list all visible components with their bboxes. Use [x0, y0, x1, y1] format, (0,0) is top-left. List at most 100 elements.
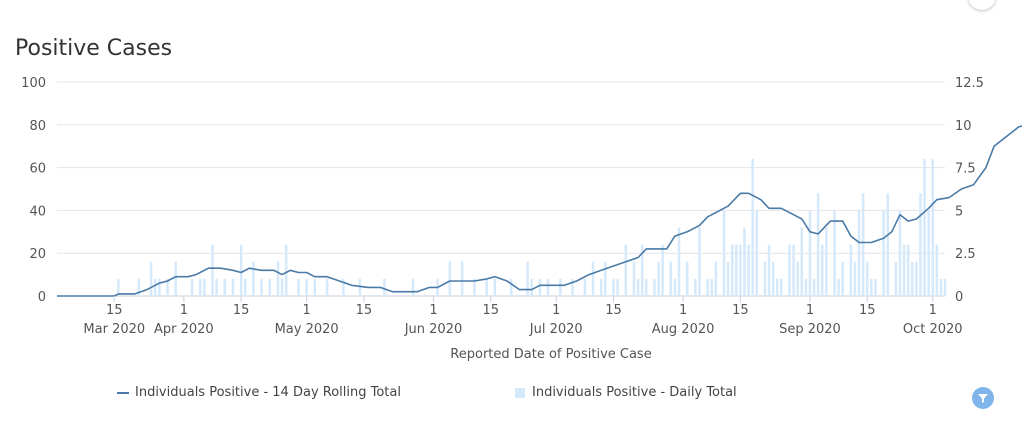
daily-total-bar	[313, 278, 317, 296]
menu-button[interactable]	[968, 0, 996, 10]
x-tick-label: 15	[356, 303, 373, 318]
legend-label-rolling-total: Individuals Positive - 14 Day Rolling To…	[135, 385, 401, 400]
daily-total-bar	[677, 227, 681, 296]
x-tick-label: 1	[552, 303, 560, 318]
daily-total-bar	[297, 278, 300, 296]
x-axis-title: Reported Date of Positive Case	[450, 347, 651, 362]
daily-total-bar	[211, 244, 214, 296]
daily-total-bar	[722, 210, 726, 296]
daily-total-bar	[149, 261, 153, 296]
y-tick-right: 2.5	[955, 247, 976, 262]
daily-total-bar	[792, 244, 795, 296]
daily-total-bar	[460, 261, 464, 296]
daily-total-bar	[870, 278, 873, 296]
daily-total-bar	[808, 210, 812, 296]
daily-total-bar	[448, 261, 452, 296]
daily-total-bar	[923, 159, 926, 296]
rolling-total-line	[57, 125, 1022, 297]
y-tick-right: 12.5	[955, 76, 984, 91]
daily-total-bar	[260, 278, 263, 296]
daily-total-bar	[612, 278, 615, 296]
daily-total-bar	[493, 278, 497, 296]
daily-total-bar	[816, 193, 820, 296]
x-tick-label: 1	[929, 303, 937, 318]
x-tick-month-label: Jun 2020	[404, 322, 463, 337]
filter-icon	[978, 394, 988, 403]
daily-total-bar	[685, 261, 689, 296]
daily-total-bar	[153, 278, 157, 296]
daily-total-bar	[411, 278, 415, 296]
daily-total-bar	[526, 261, 529, 296]
daily-total-bar	[694, 278, 697, 296]
daily-total-bar	[767, 244, 771, 296]
positive-cases-chart: 0 20 40 60 80 100 0 2.5 5 7.5 10 12.5 15 Mar 2020 1 Apr…	[21, 76, 1022, 362]
x-tick-label: 15	[233, 303, 250, 318]
daily-total-bar	[243, 278, 247, 296]
x-tick-month-label: May 2020	[275, 322, 339, 337]
legend-item-rolling-total[interactable]: Individuals Positive - 14 Day Rolling To…	[117, 385, 401, 400]
daily-total-bar	[902, 244, 906, 296]
daily-total-bar	[559, 278, 562, 296]
daily-total-bar	[669, 261, 673, 296]
daily-total-bar	[800, 227, 804, 296]
daily-total-bar	[530, 278, 533, 296]
daily-total-bar	[706, 278, 709, 296]
daily-total-bar	[509, 278, 513, 296]
daily-total-bar	[231, 278, 235, 296]
daily-total-bar	[624, 244, 628, 296]
daily-total-bar	[939, 278, 943, 296]
filter-button[interactable]	[972, 387, 994, 409]
daily-total-bar	[599, 278, 603, 296]
x-tick-month-label: Aug 2020	[652, 322, 715, 337]
daily-total-bar	[636, 278, 640, 296]
daily-total-bar	[882, 210, 885, 296]
daily-total-bar	[166, 278, 169, 296]
daily-total-bar	[215, 278, 218, 296]
daily-total-bar	[190, 278, 194, 296]
daily-total-bar	[710, 278, 714, 296]
y-tick-right: 7.5	[955, 162, 976, 177]
daily-total-bar	[604, 261, 607, 296]
daily-total-bar	[538, 278, 542, 296]
daily-total-bar	[906, 244, 910, 296]
x-tick-month-label: Mar 2020	[83, 322, 145, 337]
daily-total-bar	[726, 261, 730, 296]
x-tick-label: 1	[679, 303, 687, 318]
daily-total-bar	[747, 244, 750, 296]
daily-total-bar	[849, 244, 853, 296]
daily-total-bar	[284, 244, 288, 296]
daily-total-bar	[833, 210, 836, 296]
x-tick-label: 15	[482, 303, 499, 318]
daily-total-bar	[252, 261, 255, 296]
daily-total-bar	[305, 278, 308, 296]
daily-total-bar	[735, 244, 738, 296]
daily-total-bar	[927, 210, 930, 296]
daily-total-bar	[861, 193, 865, 296]
y-tick-left: 100	[21, 76, 46, 91]
daily-total-bar	[739, 244, 742, 296]
daily-total-bar	[591, 261, 595, 296]
daily-total-bar	[485, 278, 488, 296]
daily-total-bar	[775, 278, 779, 296]
daily-total-bar	[571, 278, 574, 296]
daily-total-bar	[698, 227, 701, 296]
daily-total-bar	[898, 210, 902, 296]
daily-total-bar	[673, 278, 677, 296]
daily-total-bar	[771, 261, 775, 296]
daily-total-bar	[198, 278, 202, 296]
daily-total-bar	[743, 227, 746, 296]
daily-total-bar	[853, 261, 857, 296]
daily-total-bar	[661, 244, 664, 296]
x-tick-month-label: Apr 2020	[154, 322, 214, 337]
x-tick-label: 1	[806, 303, 814, 318]
daily-total-bar	[174, 261, 177, 296]
legend-item-daily-total[interactable]: Individuals Positive - Daily Total	[515, 385, 737, 400]
daily-total-bar	[837, 278, 840, 296]
daily-total-bar	[268, 278, 272, 296]
daily-total-bar	[825, 227, 828, 296]
daily-total-bar	[841, 261, 844, 296]
x-tick-label: 1	[302, 303, 310, 318]
daily-total-bar	[280, 278, 284, 296]
y-tick-left: 20	[29, 247, 46, 262]
daily-total-bar	[874, 278, 877, 296]
